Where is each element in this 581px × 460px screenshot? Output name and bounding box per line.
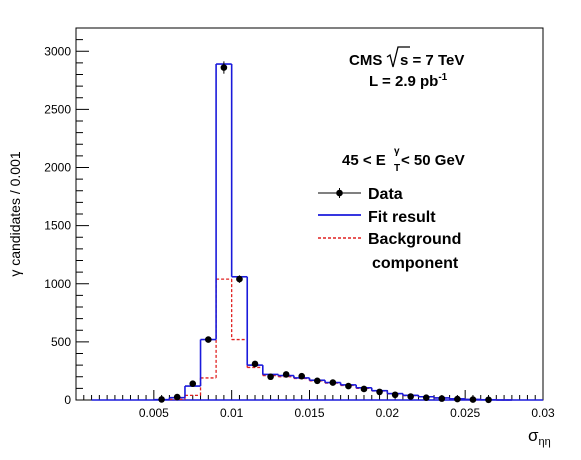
data-point [438, 395, 446, 402]
data-point [422, 394, 430, 401]
y-tick-label: 0 [64, 393, 71, 407]
legend-entry-data: Data [318, 186, 403, 203]
et-subscript: T [394, 163, 400, 174]
sqrt-s-label: s = 7 TeV [400, 52, 464, 69]
data-point [329, 379, 337, 386]
data-point [345, 382, 352, 390]
svg-text:L = 2.9 pb-1: L = 2.9 pb-1 [369, 72, 448, 90]
x-tick-label: 0.01 [220, 406, 244, 420]
data-point [407, 393, 414, 400]
svg-text:45 < E: 45 < E [342, 152, 386, 169]
data-point [282, 371, 290, 378]
data-point [205, 336, 212, 343]
lumi-exponent: -1 [438, 72, 447, 83]
data-point [485, 396, 492, 404]
svg-text:CMS: CMS [349, 52, 382, 69]
legend-label-background: Background [368, 231, 461, 248]
experiment-label: CMS [349, 52, 382, 69]
plot-frame [75, 27, 544, 401]
data-point [454, 395, 461, 403]
et-range-right: < 50 GeV [401, 152, 465, 169]
data-point [376, 388, 383, 396]
legend-label-fit: Fit result [368, 209, 436, 226]
x-tick-label: 0.005 [139, 406, 169, 420]
y-tick-label: 2000 [44, 161, 71, 175]
data-point [251, 360, 259, 368]
x-tick-label: 0.02 [376, 406, 400, 420]
axis-ticks: 0.005 0.01 0.015 0.02 0.025 0.03 0 500 1000 1500 2… [44, 27, 555, 420]
x-axis-label-sub: ηη [539, 436, 551, 448]
legend-entry-background: Background component [318, 231, 461, 272]
svg-text:< 50 GeV: < 50 GeV [401, 152, 465, 169]
cms-annotation: CMS s = 7 TeV L = 2.9 pb-1 45 < E γ T < … [342, 46, 465, 174]
data-point [391, 391, 399, 399]
data-point [267, 373, 274, 381]
x-axis-label-main: σ [528, 426, 539, 445]
x-tick-label: 0.015 [294, 406, 324, 420]
sqrt-sign [386, 46, 410, 68]
legend-label-background-line2: component [372, 255, 459, 272]
et-range-left: 45 < E [342, 152, 386, 169]
x-tick-label: 0.03 [531, 406, 555, 420]
y-tick-label: 2500 [44, 102, 71, 116]
x-axis-label: σηη [528, 426, 551, 448]
legend: Data Fit result Background component [318, 186, 461, 272]
data-point [236, 275, 243, 283]
y-tick-label: 500 [51, 335, 71, 349]
data-point [173, 393, 181, 401]
y-tick-label: 3000 [44, 44, 71, 58]
y-tick-label: 1500 [44, 219, 71, 233]
svg-text:s = 7 TeV: s = 7 TeV [400, 52, 464, 69]
legend-entry-fit: Fit result [318, 209, 436, 226]
lumi-label: L = 2.9 pb [369, 73, 438, 90]
data-point [298, 372, 306, 380]
y-tick-label: 1000 [44, 277, 71, 291]
data-point [220, 64, 228, 71]
x-tick-label: 0.025 [450, 406, 480, 420]
data-point [158, 396, 165, 403]
et-superscript: γ [394, 146, 400, 157]
data-point [313, 377, 321, 385]
data-point [469, 396, 477, 403]
legend-label-data: Data [368, 186, 403, 203]
y-axis-label: γ candidates / 0.001 [7, 151, 23, 277]
histogram-series [91, 61, 543, 404]
data-point [189, 380, 197, 388]
data-point [360, 385, 368, 393]
